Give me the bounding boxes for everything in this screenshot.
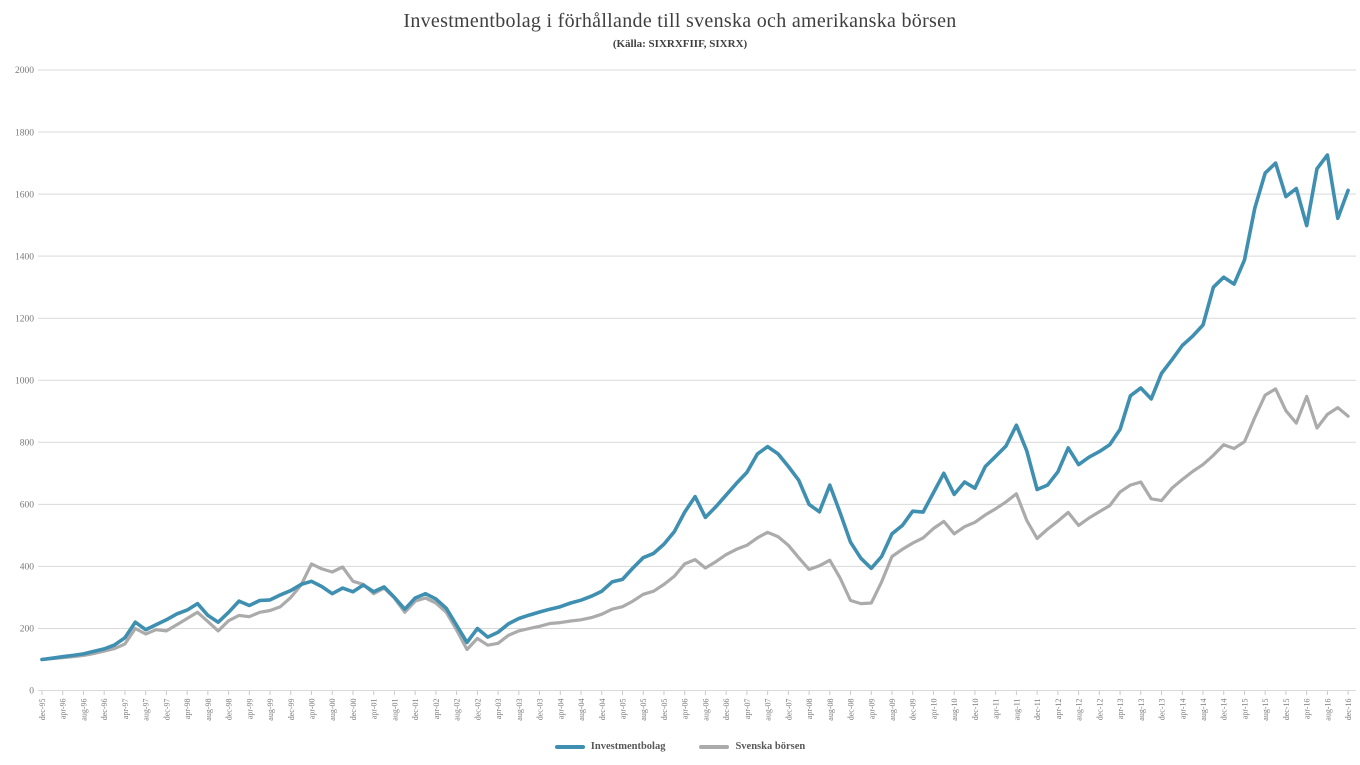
chart-title: Investmentbolag i förhållande till svens…: [403, 10, 957, 32]
x-axis-tick-label: aug-99: [266, 699, 275, 721]
x-axis-tick-label: dec-02: [473, 699, 482, 721]
x-axis-tick-label: aug-01: [390, 699, 399, 721]
x-axis-tick-label: aug-06: [701, 699, 710, 721]
y-axis-tick-label: 1000: [15, 376, 34, 386]
x-axis-tick-label: apr-15: [1240, 699, 1249, 720]
x-axis-tick-label: dec-96: [100, 699, 109, 721]
x-axis-tick-label: aug-14: [1199, 699, 1208, 721]
legend-label-svenska-borsen: Svenska börsen: [735, 741, 806, 752]
x-axis-tick-label: aug-08: [826, 699, 835, 721]
x-axis-tick-label: apr-16: [1303, 699, 1312, 720]
y-axis-tick-label: 2000: [15, 66, 34, 76]
x-axis-tick-label: dec-13: [1158, 699, 1167, 721]
x-axis-tick-label: dec-03: [536, 699, 545, 721]
x-axis-tick-label: dec-11: [1033, 699, 1042, 720]
x-axis-tick-label: apr-10: [929, 699, 938, 720]
x-axis-tick-label: dec-98: [225, 699, 234, 721]
line-investmentbolag: [40, 153, 1350, 662]
x-axis-tick-label: aug-98: [204, 699, 213, 721]
chart-legend: Investmentbolag Svenska börsen: [0, 741, 1360, 752]
x-axis-tick-label: aug-05: [639, 699, 648, 721]
y-axis-tick-label: 1200: [15, 314, 34, 324]
y-axis-tick-label: 200: [20, 625, 35, 635]
y-axis-tick-label: 800: [20, 439, 35, 449]
x-axis-tick-label: aug-13: [1137, 699, 1146, 721]
x-axis-tick-label: apr-04: [556, 699, 565, 720]
x-axis-tick-label: dec-00: [349, 699, 358, 721]
line-svenska-b-rsen: [40, 387, 1350, 662]
x-axis-tick-label: dec-99: [287, 699, 296, 721]
x-axis-tick-label: aug-12: [1075, 699, 1084, 721]
x-axis-tick-label: dec-97: [162, 699, 171, 721]
x-axis-tick-label: apr-05: [618, 699, 627, 720]
x-axis-tick-label: dec-95: [38, 699, 47, 721]
x-axis-tick-label: aug-03: [515, 699, 524, 721]
x-axis-tick-label: apr-13: [1116, 699, 1125, 720]
y-axis-tick-label: 1400: [15, 252, 34, 262]
x-axis-tick-label: apr-02: [432, 699, 441, 720]
x-axis-tick-label: dec-06: [722, 699, 731, 721]
y-axis-tick-label: 0: [29, 687, 34, 697]
legend-swatch-svenska-borsen: [699, 744, 730, 749]
x-axis-tick-label: dec-05: [660, 699, 669, 721]
x-axis-tick-label: aug-00: [328, 699, 337, 721]
x-axis-tick-label: aug-11: [1012, 699, 1021, 721]
legend-label-investmentbolag: Investmentbolag: [590, 741, 666, 752]
legend-item-svenska-borsen: Svenska börsen: [699, 741, 805, 752]
x-axis-tick-label: aug-96: [79, 699, 88, 721]
x-axis-tick-label: dec-08: [847, 699, 856, 721]
x-axis-tick-label: dec-10: [971, 699, 980, 721]
x-axis-tick-label: dec-09: [909, 699, 918, 721]
x-axis-tick-label: dec-12: [1095, 699, 1104, 721]
x-axis-tick-label: apr-06: [681, 699, 690, 720]
chart-subtitle: (Källa: SIXRXFIIF, SIXRX): [612, 38, 748, 50]
legend-item-investmentbolag: Investmentbolag: [554, 741, 666, 752]
x-axis-tick-label: apr-96: [59, 699, 68, 720]
x-axis-tick-label: dec-15: [1282, 699, 1291, 721]
x-axis-tick-label: dec-04: [598, 699, 607, 721]
x-axis-tick-label: dec-16: [1344, 699, 1353, 721]
x-axis-tick-label: apr-14: [1178, 699, 1187, 720]
x-axis-tick-label: aug-09: [888, 699, 897, 721]
x-axis-tick-label: aug-07: [764, 699, 773, 721]
x-axis-tick-label: apr-99: [245, 699, 254, 720]
x-axis-tick-label: apr-00: [308, 699, 317, 720]
x-axis-tick-label: apr-97: [121, 699, 130, 720]
x-axis-tick-label: apr-03: [494, 699, 503, 720]
legend-swatch-investmentbolag: [554, 744, 585, 749]
y-axis-tick-label: 1800: [15, 128, 34, 138]
x-axis-tick-label: aug-10: [950, 699, 959, 721]
x-axis-tick-label: aug-97: [142, 699, 151, 721]
x-axis-tick-label: aug-15: [1261, 699, 1270, 721]
y-axis-tick-label: 600: [20, 501, 35, 511]
x-axis-tick-label: dec-14: [1220, 699, 1229, 721]
x-axis-tick-label: apr-98: [183, 699, 192, 720]
y-axis-tick-label: 400: [20, 563, 35, 573]
y-axis-tick-label: 1600: [15, 190, 34, 200]
x-axis-tick-label: apr-01: [370, 699, 379, 720]
x-axis-tick-label: apr-08: [805, 699, 814, 720]
x-axis-tick-label: apr-07: [743, 699, 752, 720]
x-axis-tick-label: apr-12: [1054, 699, 1063, 720]
x-axis-tick-label: aug-02: [453, 699, 462, 721]
x-axis-tick-label: apr-09: [867, 699, 876, 720]
x-axis-tick-label: aug-04: [577, 699, 586, 721]
x-axis-tick-label: dec-07: [784, 699, 793, 721]
x-axis-tick-label: aug-16: [1323, 699, 1332, 721]
x-axis-tick-label: apr-11: [992, 699, 1001, 719]
x-axis-tick-label: dec-01: [411, 699, 420, 721]
